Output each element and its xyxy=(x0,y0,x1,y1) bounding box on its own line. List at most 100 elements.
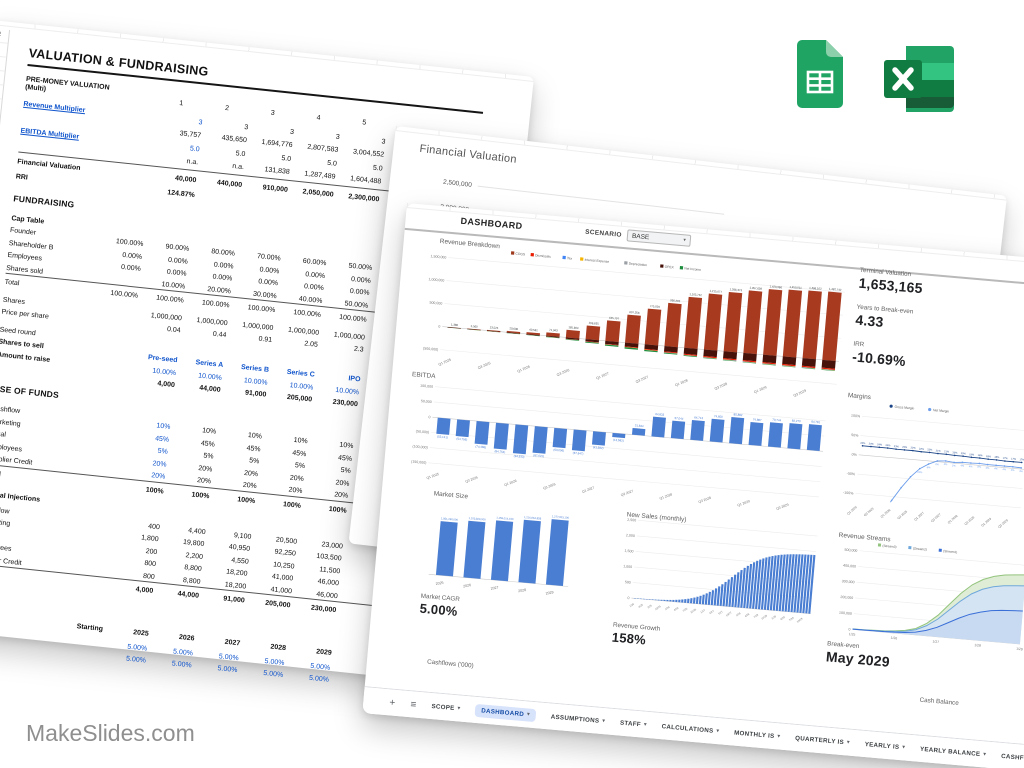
svg-text:2%: 2% xyxy=(952,464,957,467)
svg-text:445,797: 445,797 xyxy=(609,316,620,321)
cell xyxy=(286,209,332,214)
svg-text:Q1 2026: Q1 2026 xyxy=(880,508,892,519)
svg-text:3%: 3% xyxy=(1019,470,1024,473)
svg-text:2,000: 2,000 xyxy=(626,533,635,538)
cell: 100.00% xyxy=(293,309,322,320)
svg-text:0%: 0% xyxy=(851,453,857,458)
row-label: Total xyxy=(0,569,62,586)
svg-text:1,159,014,150: 1,159,014,150 xyxy=(496,516,514,522)
svg-text:74,600: 74,600 xyxy=(714,414,724,419)
svg-text:Margins: Margins xyxy=(848,392,872,401)
svg-text:Q1 2029: Q1 2029 xyxy=(980,517,992,528)
svg-text:(13,582): (13,582) xyxy=(613,438,624,443)
svg-text:19%: 19% xyxy=(977,454,983,457)
svg-text:Net Income: Net Income xyxy=(684,266,701,271)
svg-text:1,105,752: 1,105,752 xyxy=(689,292,702,297)
sheet-tab-staff[interactable]: STAFF ▾ xyxy=(620,719,647,728)
svg-text:200,000: 200,000 xyxy=(840,595,853,600)
cell: 5.00% xyxy=(308,674,330,684)
cell: 124.87% xyxy=(166,188,196,199)
scenario-label: SCENARIO xyxy=(584,228,623,239)
tab-label: QUARTERLY IS xyxy=(794,734,845,746)
chevron-down-icon: ▾ xyxy=(716,727,720,735)
svg-text:-22%: -22% xyxy=(916,471,923,475)
revenue-streams-chart: Revenue Streams (Stream3) (Stream2) (Stream… xyxy=(826,528,1024,657)
tab-label: DASHBOARD xyxy=(481,706,525,718)
cell: 4,000 xyxy=(135,586,154,596)
svg-text:50,000: 50,000 xyxy=(421,399,432,404)
svg-text:(74,486): (74,486) xyxy=(475,444,486,449)
sheet-tab-yearly-is[interactable]: YEARLY IS ▾ xyxy=(864,740,905,751)
cell: 100% xyxy=(236,495,256,505)
dashboard-title: DASHBOARD xyxy=(460,215,523,232)
ebitda-chart: EBITDA 100,000 50,000 0 (50,000) (100,000) (15… xyxy=(399,367,831,520)
svg-text:100,000: 100,000 xyxy=(839,611,852,616)
kpi-value: -10.69% xyxy=(851,348,907,370)
svg-text:18%: 18% xyxy=(994,456,1000,459)
sheet-tab-yearly-balance[interactable]: YEARLY BALANCE ▾ xyxy=(920,745,987,758)
all-sheets-menu-button[interactable]: ≡ xyxy=(409,698,418,711)
svg-text:84,781: 84,781 xyxy=(811,420,821,425)
kpi-market-cagr: Market CAGR 5.00% xyxy=(419,593,460,619)
svg-text:Q1 2027: Q1 2027 xyxy=(913,511,925,522)
svg-text:Gross Margin: Gross Margin xyxy=(894,405,914,411)
svg-text:-50%: -50% xyxy=(847,472,857,477)
svg-text:57,044: 57,044 xyxy=(674,416,684,421)
svg-text:24%: 24% xyxy=(885,444,891,447)
sheet-tab-cashflow[interactable]: CASHFLOW▾ xyxy=(1001,752,1024,763)
svg-text:Q1 2025: Q1 2025 xyxy=(426,472,440,480)
cell: 100.00% xyxy=(247,304,276,315)
svg-text:-100%: -100% xyxy=(843,491,854,496)
svg-text:Q3 2027: Q3 2027 xyxy=(620,489,634,497)
svg-text:1/27: 1/27 xyxy=(932,639,939,644)
svg-text:7/29: 7/29 xyxy=(788,616,795,622)
kpi-value: 158% xyxy=(611,629,647,648)
svg-text:5,560: 5,560 xyxy=(471,324,479,329)
svg-text:1,357,639: 1,357,639 xyxy=(749,286,762,291)
svg-text:Q1 2028: Q1 2028 xyxy=(659,492,673,500)
svg-text:4/26: 4/26 xyxy=(673,605,680,611)
svg-text:23%: 23% xyxy=(910,446,916,449)
cell: 1,604,488 xyxy=(349,175,382,186)
sheet-tab-quarterly-is[interactable]: QUARTERLY IS ▾ xyxy=(795,734,850,746)
kpi-irr: IRR -10.69% xyxy=(852,340,907,369)
svg-text:4/25: 4/25 xyxy=(637,602,644,608)
svg-text:775,029: 775,029 xyxy=(650,304,661,309)
sheet-tab-scope[interactable]: SCOPE ▾ xyxy=(431,703,460,712)
cell: 1 xyxy=(179,99,184,108)
svg-text:Q3 2028: Q3 2028 xyxy=(714,382,728,391)
svg-text:100%: 100% xyxy=(851,414,861,419)
cell xyxy=(83,380,129,385)
svg-text:(94,533): (94,533) xyxy=(514,454,525,459)
svg-text:EBITDA: EBITDA xyxy=(412,371,437,380)
svg-text:(67,647): (67,647) xyxy=(573,451,584,456)
svg-text:Q1 2029: Q1 2029 xyxy=(737,499,751,507)
row-number: 2 xyxy=(0,27,10,44)
kpi-value: 5.00% xyxy=(419,600,459,619)
chevron-down-icon: ▾ xyxy=(902,744,906,751)
sheet-tab-calculations[interactable]: CALCULATIONS ▾ xyxy=(661,723,719,735)
scenario-select[interactable]: BASE ▾ xyxy=(626,229,692,247)
svg-text:1,468,102: 1,468,102 xyxy=(809,286,822,291)
svg-text:(Stream3): (Stream3) xyxy=(882,544,896,549)
add-sheet-button[interactable]: + xyxy=(388,696,397,709)
svg-text:(Stream1): (Stream1) xyxy=(943,549,957,554)
svg-text:Q3 2026: Q3 2026 xyxy=(542,482,556,490)
cell: 3 xyxy=(270,109,276,117)
svg-text:400,000: 400,000 xyxy=(843,563,856,568)
svg-text:(150,000): (150,000) xyxy=(411,460,427,465)
cell: 2.3 xyxy=(353,345,364,354)
svg-text:Q3 2027: Q3 2027 xyxy=(635,375,649,384)
cell: 205,000 xyxy=(286,394,313,404)
svg-text:(84,754): (84,754) xyxy=(494,449,505,454)
row-number: 6 xyxy=(0,84,4,100)
svg-text:(63,096): (63,096) xyxy=(553,448,564,453)
sheet-tab-dashboard[interactable]: DASHBOARD ▾ xyxy=(474,703,537,722)
svg-text:71,343: 71,343 xyxy=(549,328,558,333)
cell: 91,000 xyxy=(222,595,245,605)
sheet-tab-monthly-is[interactable]: MONTHLY IS ▾ xyxy=(734,729,781,740)
sheet-tab-assumptions[interactable]: ASSUMPTIONS ▾ xyxy=(550,713,605,725)
svg-text:0: 0 xyxy=(428,415,430,419)
svg-text:29,636: 29,636 xyxy=(509,326,518,331)
